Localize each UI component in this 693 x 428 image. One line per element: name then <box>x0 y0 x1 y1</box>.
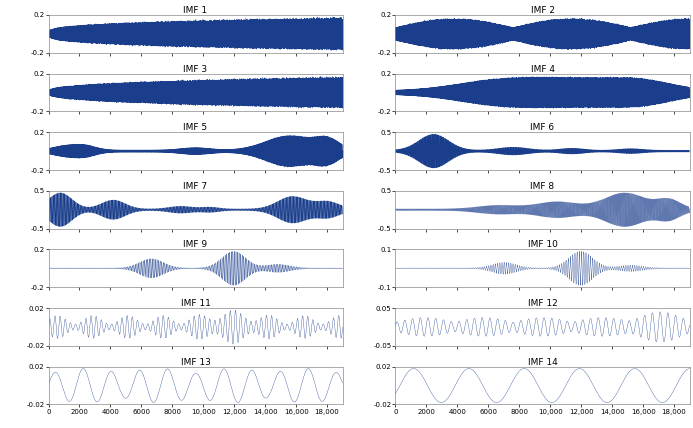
Title: IMF 11: IMF 11 <box>181 299 211 308</box>
Title: IMF 2: IMF 2 <box>531 6 554 15</box>
Title: IMF 8: IMF 8 <box>530 182 554 191</box>
Title: IMF 3: IMF 3 <box>184 65 208 74</box>
Title: IMF 6: IMF 6 <box>530 123 554 132</box>
Title: IMF 14: IMF 14 <box>527 357 557 366</box>
Title: IMF 10: IMF 10 <box>527 241 557 250</box>
Title: IMF 5: IMF 5 <box>184 123 208 132</box>
Title: IMF 7: IMF 7 <box>184 182 208 191</box>
Title: IMF 9: IMF 9 <box>184 241 208 250</box>
Title: IMF 13: IMF 13 <box>181 357 211 366</box>
Title: IMF 12: IMF 12 <box>527 299 557 308</box>
Title: IMF 1: IMF 1 <box>184 6 208 15</box>
Title: IMF 4: IMF 4 <box>531 65 554 74</box>
